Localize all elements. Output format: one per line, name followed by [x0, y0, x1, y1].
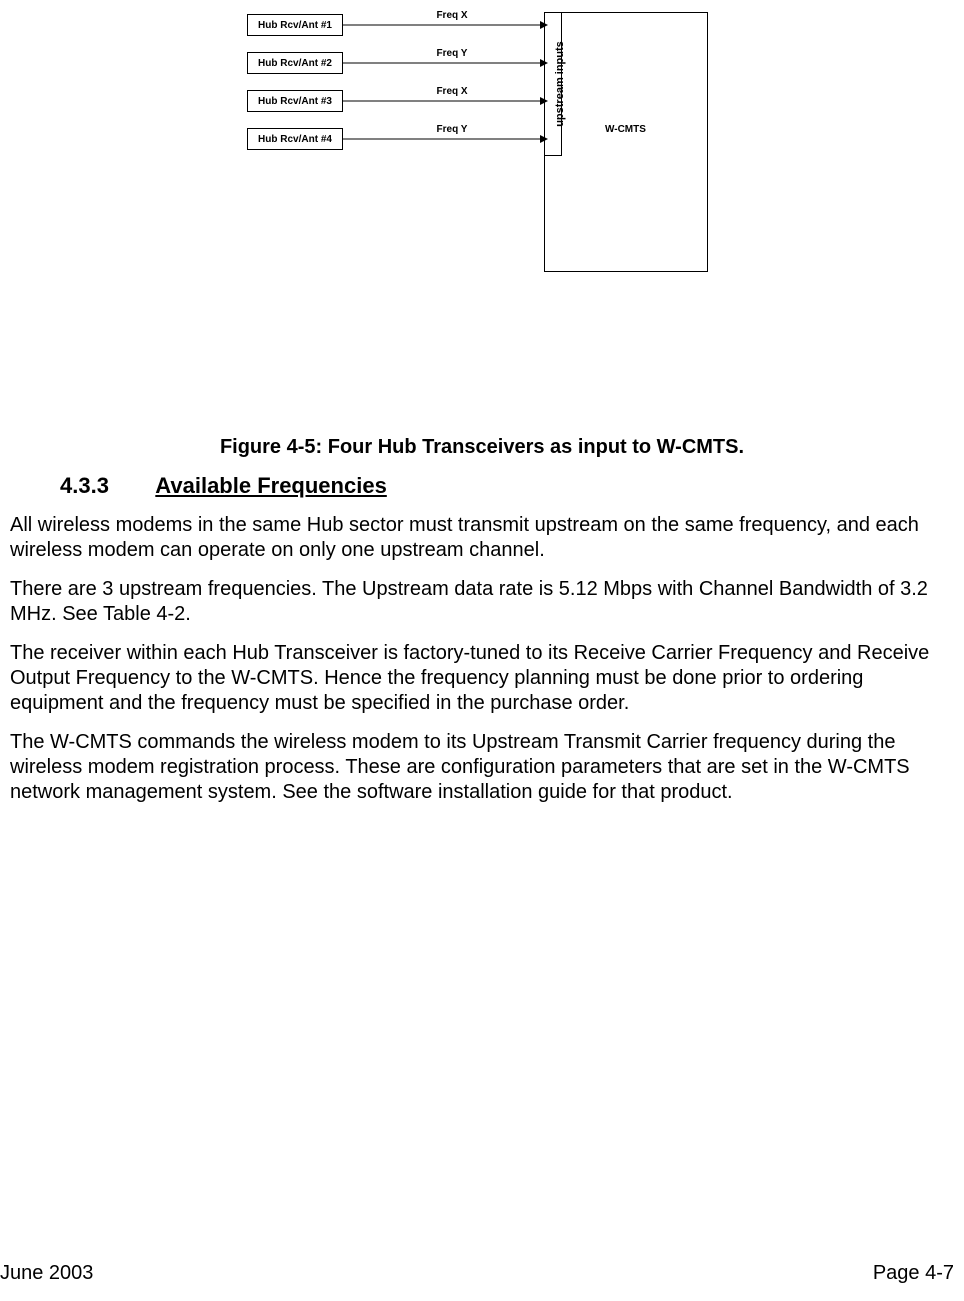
section-title: Available Frequencies [155, 473, 387, 498]
section-number: 4.3.3 [60, 473, 150, 499]
paragraph-2: There are 3 upstream frequencies. The Up… [10, 577, 950, 627]
paragraph-4: The W-CMTS commands the wireless modem t… [10, 730, 950, 805]
arrow-3 [343, 96, 548, 106]
page-footer: June 2003 Page 4-7 [0, 1262, 964, 1285]
paragraph-1: All wireless modems in the same Hub sect… [10, 513, 950, 563]
wcmts-label: W-CMTS [605, 124, 646, 135]
hub-box-2: Hub Rcv/Ant #2 [247, 52, 343, 74]
footer-page: Page 4-7 [873, 1262, 954, 1285]
wcmts-box [544, 12, 708, 272]
figure-caption: Figure 4-5: Four Hub Transceivers as inp… [10, 436, 954, 459]
arrow-2 [343, 58, 548, 68]
footer-date: June 2003 [0, 1262, 93, 1285]
hub-box-3: Hub Rcv/Ant #3 [247, 90, 343, 112]
arrow-1 [343, 20, 548, 30]
section-heading: 4.3.3 Available Frequencies [60, 473, 954, 499]
hub-box-4: Hub Rcv/Ant #4 [247, 128, 343, 150]
upstream-inputs-label: upstream inputs [554, 29, 566, 139]
paragraph-3: The receiver within each Hub Transceiver… [10, 641, 950, 716]
arrow-4 [343, 134, 548, 144]
hub-box-1: Hub Rcv/Ant #1 [247, 14, 343, 36]
hub-wcmts-diagram: Hub Rcv/Ant #1 Hub Rcv/Ant #2 Hub Rcv/An… [247, 6, 717, 276]
